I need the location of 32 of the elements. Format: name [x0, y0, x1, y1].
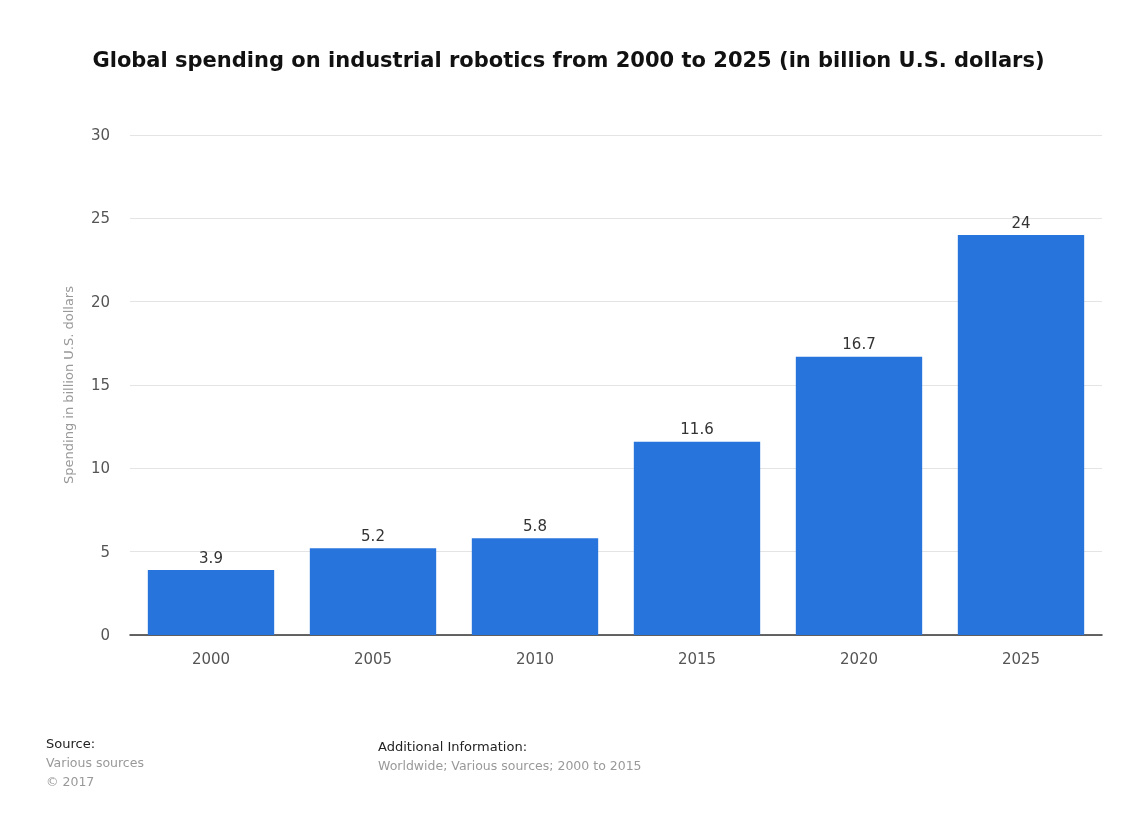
bar — [957, 235, 1085, 635]
x-tick-label: 2020 — [839, 649, 879, 668]
text: © 2017 — [46, 774, 95, 789]
bar — [633, 441, 761, 635]
y-tick-label: 0 — [100, 626, 110, 644]
y-axis-title: Spending in billion U.S. dollars — [61, 285, 76, 484]
bar — [795, 356, 923, 635]
bar — [147, 570, 275, 635]
y-tick-label: 15 — [90, 376, 110, 394]
data-label: 5.2 — [361, 526, 385, 545]
data-label: 24 — [1011, 213, 1031, 232]
x-tick-label: 2010 — [515, 649, 555, 668]
data-label: 11.6 — [680, 420, 714, 439]
x-tick-label: 2000 — [191, 649, 231, 668]
y-tick-label: 20 — [90, 292, 110, 311]
y-tick-label: 5 — [100, 542, 110, 561]
text: Additional Information: — [378, 739, 528, 754]
text: Worldwide; Various sources; 2000 to 2015 — [378, 758, 642, 773]
data-label: 5.8 — [523, 516, 547, 535]
x-tick-label: 2015 — [677, 649, 717, 668]
data-label: 16.7 — [842, 335, 876, 354]
y-tick-label: 25 — [90, 209, 110, 228]
data-label: 3.9 — [199, 548, 223, 567]
text: Various sources — [46, 755, 144, 770]
y-tick-label: 10 — [90, 459, 110, 478]
source-note: Source: — [46, 736, 96, 751]
chart-title: Global spending on industrial robotics from 2000 to 2025 (in billion U.S. dollars) — [92, 48, 1045, 72]
x-tick-label: 2005 — [353, 649, 393, 668]
bar — [309, 548, 437, 635]
x-tick-label: 2025 — [1001, 649, 1041, 668]
y-tick-label: 30 — [90, 126, 110, 144]
bar — [471, 538, 599, 635]
